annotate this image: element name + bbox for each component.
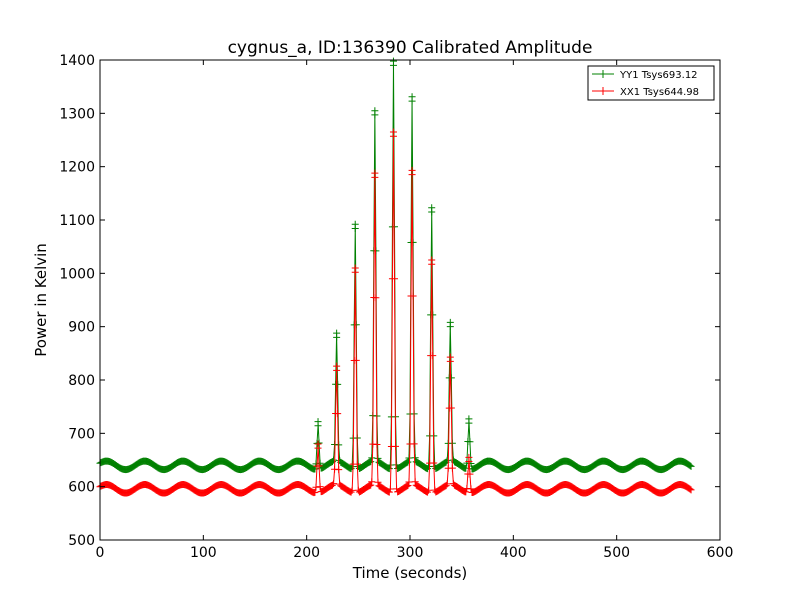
y-tick-label: 1000: [59, 266, 95, 282]
x-tick-label: 300: [397, 545, 424, 561]
y-tick-label: 500: [68, 533, 95, 549]
y-axis: 500 600 700 800 900 1000 1100 1200 1300 1400: [59, 53, 720, 549]
legend-box: [587, 65, 715, 101]
y-tick-label: 600: [68, 480, 95, 496]
legend-label-yy1: YY1 Tsys693.12: [619, 70, 698, 81]
x-axis: 0 100 200 300 400 500 600: [96, 60, 734, 561]
x-tick-label: 0: [96, 545, 105, 561]
x-tick-label: 200: [293, 545, 320, 561]
y-tick-label: 1300: [59, 106, 95, 122]
x-tick-label: 400: [500, 545, 527, 561]
y-tick-label: 700: [68, 426, 95, 442]
chart-title: cygnus_a, ID:136390 Calibrated Amplitude: [228, 38, 593, 58]
x-tick-label: 100: [190, 545, 217, 561]
y-axis-label: Power in Kelvin: [32, 243, 50, 357]
y-tick-label: 1100: [59, 213, 95, 229]
x-axis-label: Time (seconds): [352, 564, 468, 582]
x-tick-label: 600: [707, 545, 734, 561]
y-tick-label: 1400: [59, 53, 95, 69]
plot-area: [96, 57, 721, 541]
legend-marker-yy1: [599, 70, 607, 78]
x-tick-label: 500: [603, 545, 630, 561]
y-tick-label: 900: [68, 320, 95, 336]
legend-marker-xx1: [599, 87, 607, 95]
y-tick-label: 1200: [59, 160, 95, 176]
y-tick-label: 800: [68, 373, 95, 389]
legend: YY1 Tsys693.12 XX1 Tsys644.98: [587, 65, 715, 101]
legend-label-xx1: XX1 Tsys644.98: [620, 87, 699, 98]
